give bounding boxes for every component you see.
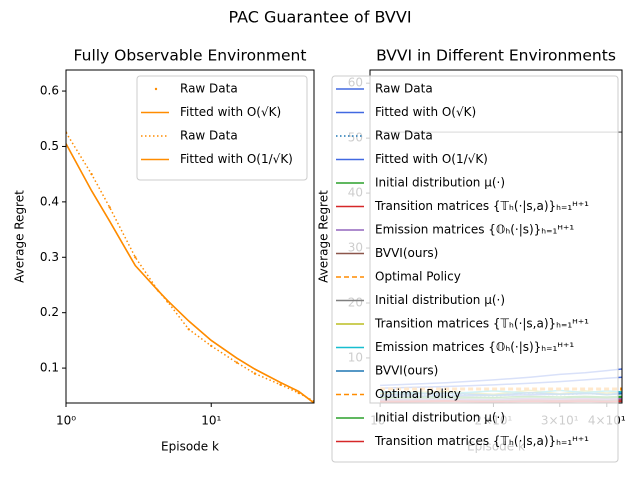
legend-label: Optimal Policy	[375, 270, 461, 284]
legend-label: Fitted with O(1/√K)	[375, 152, 488, 166]
y-tick-label: 0.4	[40, 194, 59, 208]
x-axis-label: Episode k	[161, 440, 219, 454]
data-point	[108, 206, 111, 209]
series-line	[66, 143, 314, 403]
axes: Fully Observable Environment Episode k Ave…	[13, 47, 315, 454]
data-point	[134, 256, 137, 259]
series-line	[66, 132, 314, 402]
plot-area	[66, 131, 314, 403]
y-tick-label: 0.5	[40, 139, 59, 153]
axes-frame	[65, 69, 315, 404]
legend-label: Initial distribution μ(·)	[375, 293, 505, 307]
y-tick-label: 0.3	[40, 250, 59, 264]
legend-label: Emission matrices {𝕆ₕ(·|s)}ₕ₌₁ᴴ⁺¹	[375, 340, 574, 354]
x-tick-label: 10¹	[201, 414, 221, 428]
legend-box	[136, 75, 308, 181]
legend-label: Optimal Policy	[375, 387, 461, 401]
legend-label: Raw Data	[375, 82, 433, 96]
legend-label: Transition matrices {𝕋ₕ(·|s,a)}ₕ₌₁ᴴ⁺¹	[374, 199, 589, 213]
x-tick-label: 10⁰	[56, 414, 76, 428]
legend-label: Fitted with O(1/√K)	[180, 152, 293, 166]
legend-label: BVVI(ours)	[375, 246, 438, 260]
y-axis-label: Average Regret	[317, 190, 331, 283]
legend-label: Emission matrices {𝕆ₕ(·|s)}ₕ₌₁ᴴ⁺¹	[375, 223, 574, 237]
legend-label: Raw Data	[375, 129, 433, 143]
y-tick-label: 0.2	[40, 305, 59, 319]
legend-label: Initial distribution μ(·)	[375, 411, 505, 425]
axes: BVVI in Different EnvironmentsEpisode kA…	[317, 47, 626, 463]
axes-title: Fully Observable Environment	[74, 47, 307, 65]
legend-label: Transition matrices {𝕋ₕ(·|s,a)}ₕ₌₁ᴴ⁺¹	[374, 317, 589, 331]
legend: Raw Data Fitted with O(√K) Raw Data Fitted …	[136, 75, 308, 181]
legend-label: Fitted with O(√K)	[375, 105, 476, 119]
y-axis-label: Average Regret	[13, 190, 27, 283]
legend-label: Raw Data	[180, 82, 238, 96]
figure-title: PAC Guarantee of BVVI	[228, 8, 411, 27]
legend-label: BVVI(ours)	[375, 364, 438, 378]
axes-title: BVVI in Different Environments	[376, 47, 616, 65]
y-tick-label: 0.6	[40, 84, 59, 98]
legend-box	[331, 75, 619, 463]
series-line	[66, 143, 314, 403]
y-tick-label: 0.1	[40, 361, 59, 375]
legend-marker	[154, 87, 158, 91]
data-point	[235, 361, 239, 364]
legend-label: Fitted with O(√K)	[180, 105, 281, 119]
legend-label: Initial distribution μ(·)	[375, 176, 505, 190]
legend: Raw Data Fitted with O(√K) Raw Data Fitted …	[331, 75, 619, 463]
legend-label: Transition matrices {𝕋ₕ(·|s,a)}ₕ₌₁ᴴ⁺¹	[374, 434, 589, 448]
legend-label: Raw Data	[180, 129, 238, 143]
